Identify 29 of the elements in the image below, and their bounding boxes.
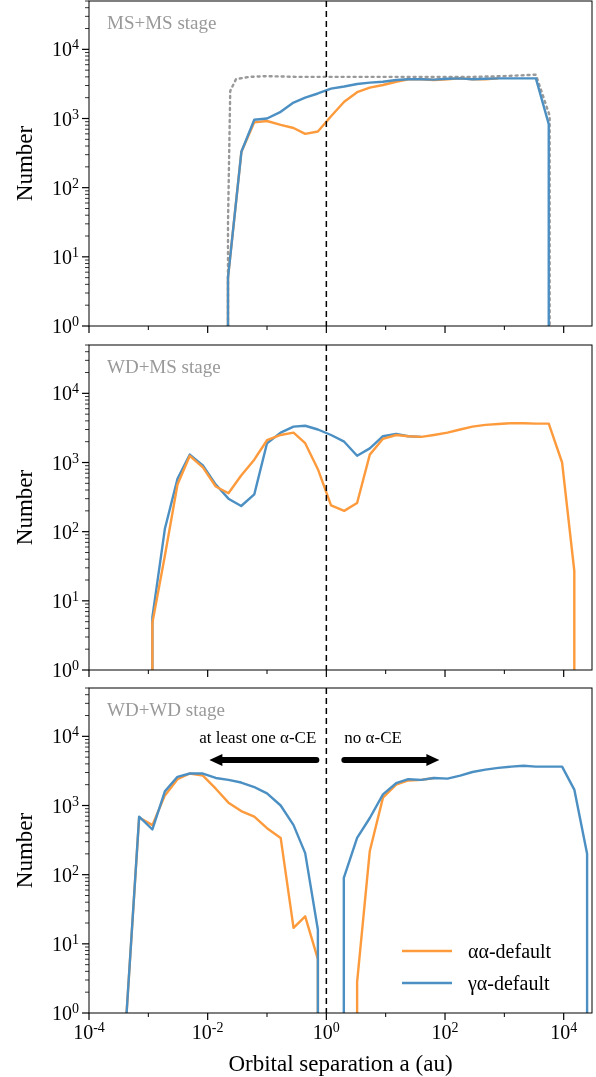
annotation: WD+WD stage — [107, 699, 225, 720]
y-tick-label: 10$^{4}$ — [52, 380, 79, 405]
annotation: WD+MS stage — [107, 356, 221, 377]
x-axis-title: Orbital separation a (au) — [228, 1051, 453, 1076]
x-tick-label: 10$^{-2}$ — [191, 1019, 224, 1043]
y-tick-label: 10$^{4}$ — [52, 36, 79, 61]
annotation: at least one α-CE — [199, 728, 317, 747]
y-tick-label: 10$^{1}$ — [52, 931, 79, 955]
y-axis-title: Number — [12, 125, 37, 202]
y-tick-label: 10$^{2}$ — [52, 519, 79, 543]
x-tick-label: 10$^{4}$ — [550, 1019, 578, 1043]
legend-label: αα-default — [468, 940, 552, 962]
y-tick-label: 10$^{3}$ — [52, 793, 79, 817]
y-axis-title: Number — [12, 812, 37, 889]
y-tick-label: 10$^{2}$ — [52, 862, 79, 886]
y-tick-label: 10$^{2}$ — [52, 175, 79, 199]
y-tick-label: 10$^{1}$ — [52, 244, 79, 268]
x-tick-label: 10$^{0}$ — [312, 1019, 340, 1043]
x-tick-label: 10$^{2}$ — [431, 1019, 459, 1043]
y-tick-label: 10$^{0}$ — [52, 657, 79, 681]
y-axis-title: Number — [12, 469, 37, 546]
y-tick-label: 10$^{3}$ — [52, 450, 79, 474]
annotation: MS+MS stage — [107, 12, 217, 33]
y-tick-label: 10$^{0}$ — [52, 313, 79, 337]
y-tick-label: 10$^{4}$ — [52, 723, 79, 748]
annotation: no α-CE — [344, 728, 402, 747]
y-tick-label: 10$^{3}$ — [52, 106, 79, 130]
y-tick-label: 10$^{1}$ — [52, 588, 79, 612]
legend-label: γα-default — [467, 972, 550, 995]
